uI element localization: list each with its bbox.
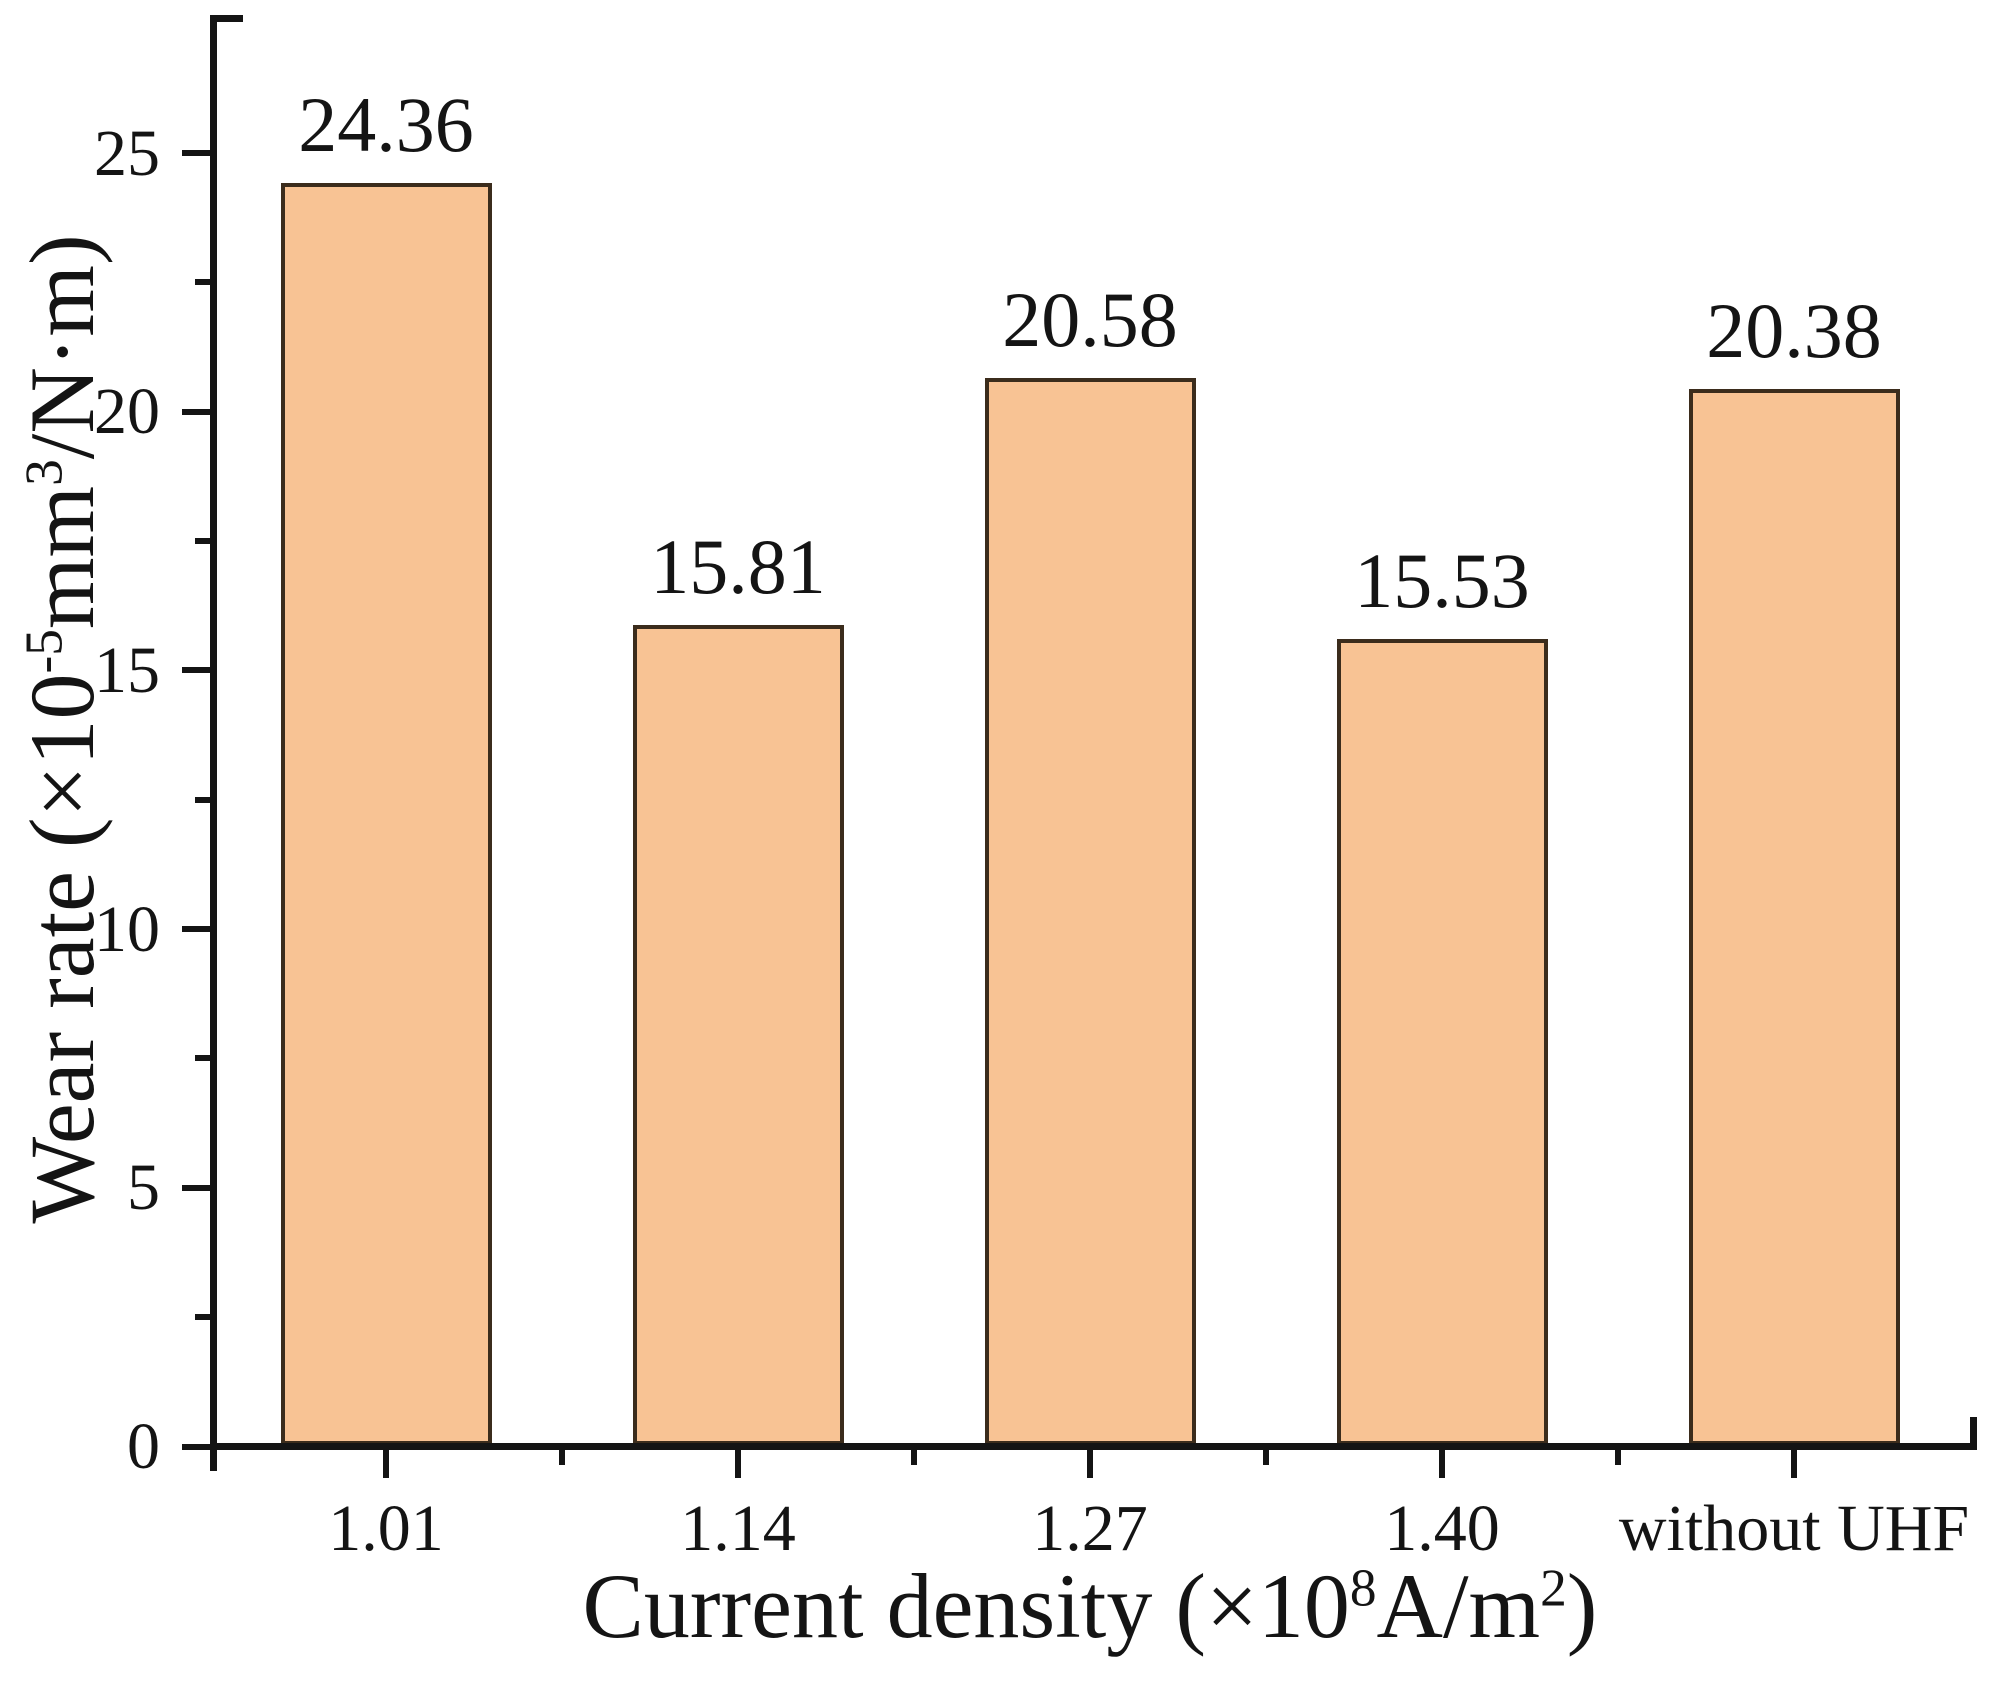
x-minor-tick: [911, 1450, 917, 1465]
x-minor-tick: [559, 1450, 565, 1465]
superscript-text: 2: [1540, 1557, 1567, 1618]
y-tick-label: 25: [94, 116, 160, 190]
text-segment: /N·m): [11, 234, 113, 460]
y-axis-title: Wear rate (×10-5mm3/N·m): [11, 234, 113, 1224]
y-minor-tick: [195, 279, 210, 286]
y-minor-tick: [195, 1055, 210, 1062]
y-tick-label: 0: [127, 1410, 160, 1483]
superscript-text: -5: [13, 629, 74, 674]
bar-value-label: 20.58: [1002, 276, 1178, 364]
y-axis-line: [210, 15, 217, 1471]
y-major-tick: [182, 1443, 210, 1450]
y-axis-end-stub: [210, 15, 243, 22]
bar: [280, 182, 492, 1445]
y-major-tick: [182, 926, 210, 933]
x-major-tick: [1791, 1450, 1797, 1478]
y-tick-label: 10: [94, 892, 160, 966]
x-tick-label: 1.01: [328, 1492, 444, 1565]
y-minor-tick: [195, 1314, 210, 1321]
text-segment: mm: [11, 485, 113, 630]
y-major-tick: [182, 667, 210, 674]
bar-value-label: 24.36: [298, 80, 474, 168]
x-tick-label: 1.27: [1032, 1492, 1148, 1565]
y-major-tick: [182, 150, 210, 157]
text-segment: Current density (×10: [582, 1555, 1350, 1657]
superscript-text: 3: [13, 459, 74, 486]
x-axis-line: [210, 1443, 1977, 1450]
text-segment: A/m: [1376, 1555, 1541, 1657]
y-major-tick: [182, 1184, 210, 1191]
bar: [1336, 639, 1548, 1445]
text-segment: ): [1566, 1555, 1598, 1657]
x-major-tick: [1087, 1450, 1093, 1478]
x-tick-label: 1.40: [1384, 1492, 1500, 1565]
bar-value-label: 20.38: [1706, 286, 1882, 374]
superscript-text: 8: [1349, 1557, 1377, 1618]
x-minor-tick: [1615, 1450, 1621, 1465]
y-tick-label: 20: [94, 375, 160, 449]
x-tick-label: without UHF: [1618, 1492, 1970, 1565]
x-major-tick: [735, 1450, 741, 1478]
x-axis-title: Current density (×108A/m2): [210, 1556, 1970, 1656]
bar-value-label: 15.53: [1354, 537, 1530, 625]
x-axis-end-stub: [1970, 1417, 1977, 1450]
x-tick-label: 1.14: [680, 1492, 796, 1565]
bar-value-label: 15.81: [650, 523, 826, 610]
bar: [984, 378, 1196, 1445]
y-tick-label: 5: [127, 1151, 160, 1225]
x-minor-tick: [1263, 1450, 1269, 1465]
bar: [632, 625, 844, 1445]
y-tick-label: 15: [94, 633, 160, 707]
text-segment: Wear rate (×10: [11, 673, 113, 1224]
y-major-tick: [182, 408, 210, 415]
x-major-tick: [1439, 1450, 1445, 1478]
x-major-tick: [383, 1450, 389, 1478]
y-minor-tick: [195, 538, 210, 545]
y-minor-tick: [195, 796, 210, 803]
bar: [1688, 388, 1900, 1445]
